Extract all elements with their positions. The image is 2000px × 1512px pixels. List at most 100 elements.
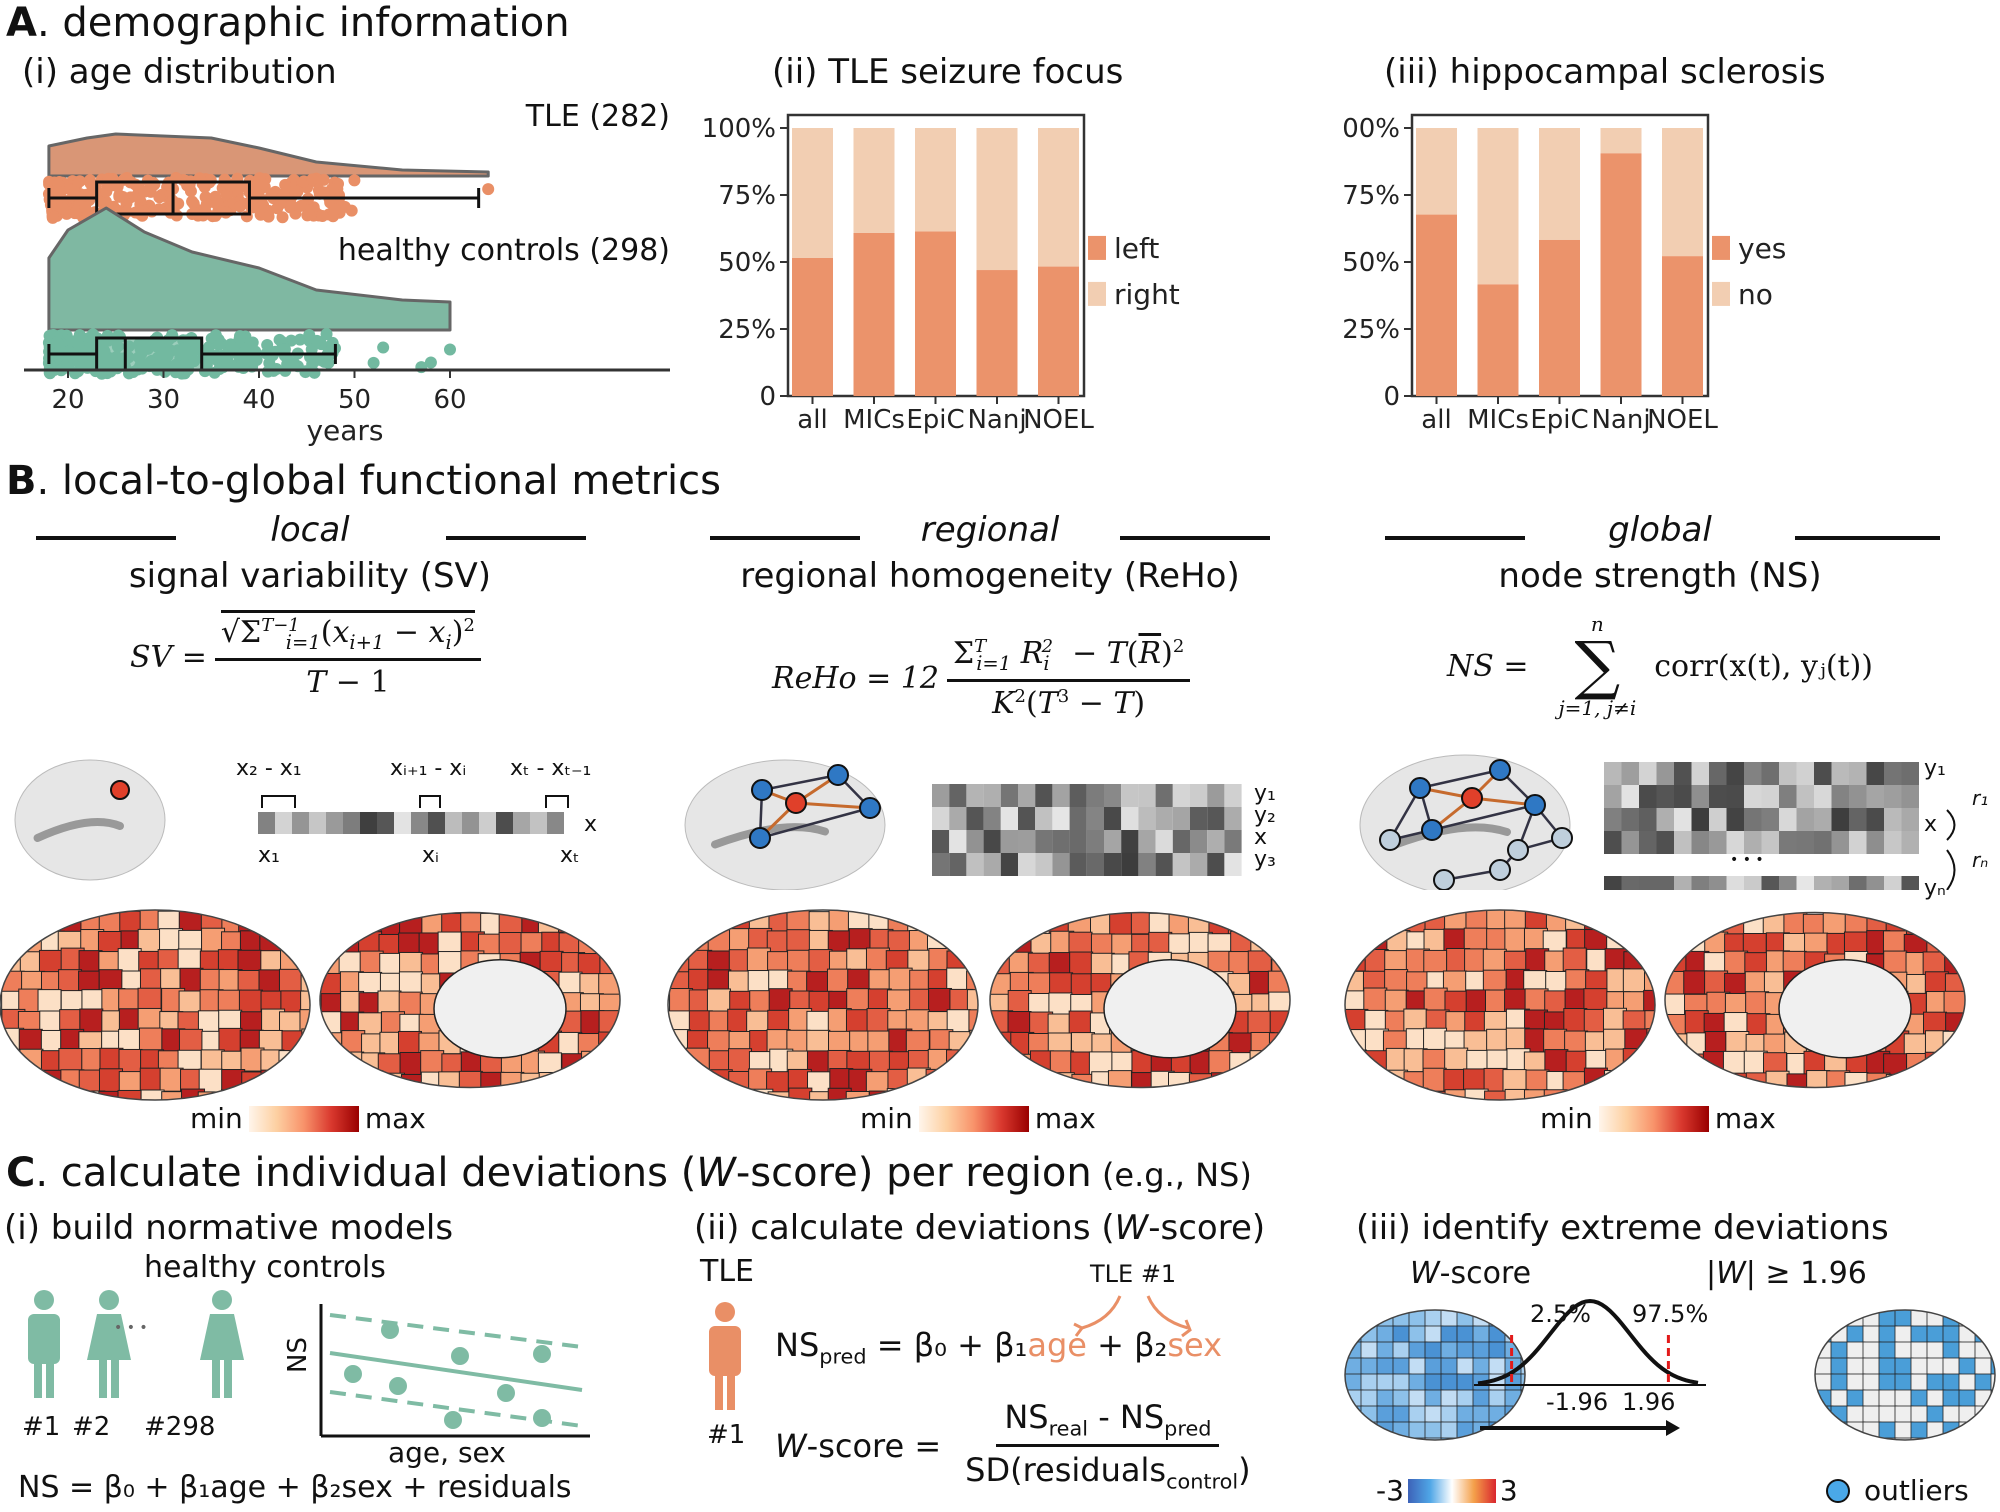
- timeseries-cell: [1849, 762, 1867, 785]
- parcel: [1563, 1008, 1588, 1033]
- parcel: [1862, 1389, 1882, 1409]
- parcel: [1926, 1405, 1946, 1425]
- parcel: [1365, 927, 1390, 952]
- parcel: [1345, 1437, 1364, 1440]
- parcel: [1910, 1421, 1930, 1440]
- timeseries-cell: [258, 812, 275, 834]
- timeseries-cell: [1224, 784, 1242, 807]
- bar-segment: [1662, 256, 1703, 396]
- timeseries-cell: [1831, 762, 1849, 785]
- y-tick-label: 100%: [1340, 114, 1400, 144]
- control-point: [533, 1345, 551, 1363]
- timeseries-cell: [1884, 808, 1902, 831]
- data-point: [303, 328, 316, 341]
- timeseries-cell: [1621, 762, 1639, 785]
- parcel: [1523, 1089, 1548, 1100]
- bar-segment: [1038, 128, 1079, 267]
- parcel: [966, 989, 978, 1014]
- timeseries-cell: [1726, 876, 1744, 890]
- timeseries-cell: [1866, 762, 1884, 785]
- parcel: [579, 1072, 604, 1088]
- data-point: [262, 210, 275, 223]
- timeseries-cell: [1901, 808, 1919, 831]
- timeseries-cell: [394, 812, 411, 834]
- timeseries-cell: [1831, 808, 1849, 831]
- medial-wall: [1778, 959, 1912, 1059]
- parcel: [968, 1009, 978, 1034]
- hemisphere-outline: [667, 909, 979, 1101]
- parcel: [1815, 1325, 1834, 1345]
- parcel: [1830, 1357, 1850, 1377]
- parcel: [1958, 1357, 1978, 1377]
- prediction-equation: NSpred = β₀ + β₁age + β₂sex: [775, 1326, 1223, 1369]
- timeseries-cell: [1796, 762, 1814, 785]
- timeseries-cell: [1190, 784, 1208, 807]
- x-tick-label: NOEL: [1647, 405, 1718, 435]
- center-node: [1461, 787, 1483, 809]
- reho-row-label: x: [1254, 825, 1268, 850]
- data-point: [136, 209, 149, 222]
- hs-title: (iii) hippocampal sclerosis: [1384, 52, 1826, 92]
- parcel: [1424, 1437, 1444, 1440]
- section-c-title: C. calculate individual deviations (W-sc…: [6, 1150, 1252, 1196]
- data-point: [251, 179, 264, 192]
- parcel: [1027, 1072, 1052, 1088]
- parcel: [1666, 931, 1691, 956]
- timeseries-cell: [1709, 808, 1727, 831]
- parcel: [79, 1008, 104, 1033]
- parcel: [1520, 1325, 1525, 1345]
- parcel: [1645, 928, 1655, 953]
- timeseries-cell: [1035, 784, 1053, 807]
- parcel: [1440, 1405, 1460, 1425]
- timeseries-cell: [1761, 808, 1779, 831]
- timeseries-cell: [1831, 785, 1849, 808]
- patient-head-icon: [715, 1302, 735, 1322]
- bar-segment: [1539, 128, 1580, 240]
- parcel: [1488, 1389, 1508, 1409]
- timeseries-cell: [428, 812, 445, 834]
- timeseries-cell: [1884, 831, 1902, 854]
- parcel: [560, 1071, 585, 1088]
- scale-regional-label: regional: [920, 510, 1060, 550]
- parcel: [668, 928, 692, 953]
- parcel: [599, 912, 620, 937]
- timeseries-cell: [1138, 807, 1156, 830]
- data-point: [329, 203, 342, 216]
- parcel: [1830, 1389, 1850, 1409]
- medial-wall: [433, 959, 567, 1059]
- timeseries-cell: [1901, 876, 1919, 890]
- x-tick-label: Nanj: [1591, 405, 1650, 435]
- brain-outline-icon: [684, 759, 886, 890]
- timeseries-cell: [1035, 830, 1053, 853]
- parcel: [1444, 1047, 1469, 1072]
- bar-segment: [915, 231, 956, 396]
- ns-colorbar: min max: [1540, 1102, 1776, 1135]
- timeseries-cell: [1691, 831, 1709, 854]
- timeseries-cell: [1709, 785, 1727, 808]
- timeseries-cell: [513, 812, 530, 834]
- parcel: [1622, 968, 1647, 993]
- data-point: [44, 365, 57, 378]
- timeseries-cell: [1709, 876, 1727, 890]
- parcel: [1408, 1341, 1428, 1361]
- colorbar-gradient: [918, 1105, 1029, 1132]
- parcel: [1665, 1072, 1689, 1088]
- timeseries-cell: [1621, 785, 1639, 808]
- timeseries-cell: [462, 812, 479, 834]
- ns-r1-label: r₁: [1972, 786, 1989, 810]
- person-male-icon: [28, 1314, 60, 1364]
- x-tick-label: all: [1421, 405, 1451, 435]
- parcel: [258, 969, 283, 994]
- parcel: [1974, 1437, 1994, 1440]
- parcel: [1878, 1389, 1898, 1409]
- timeseries-cell: [1207, 784, 1225, 807]
- timeseries-cell: [1779, 762, 1797, 785]
- data-point: [200, 198, 213, 211]
- legend-swatch: [1712, 235, 1730, 260]
- parcel: [1643, 968, 1655, 993]
- y-tick-label: 75%: [718, 181, 776, 211]
- parcel: [1423, 1027, 1448, 1052]
- connected-node: [1489, 759, 1511, 781]
- parcel: [539, 950, 564, 975]
- parcel: [1665, 912, 1687, 937]
